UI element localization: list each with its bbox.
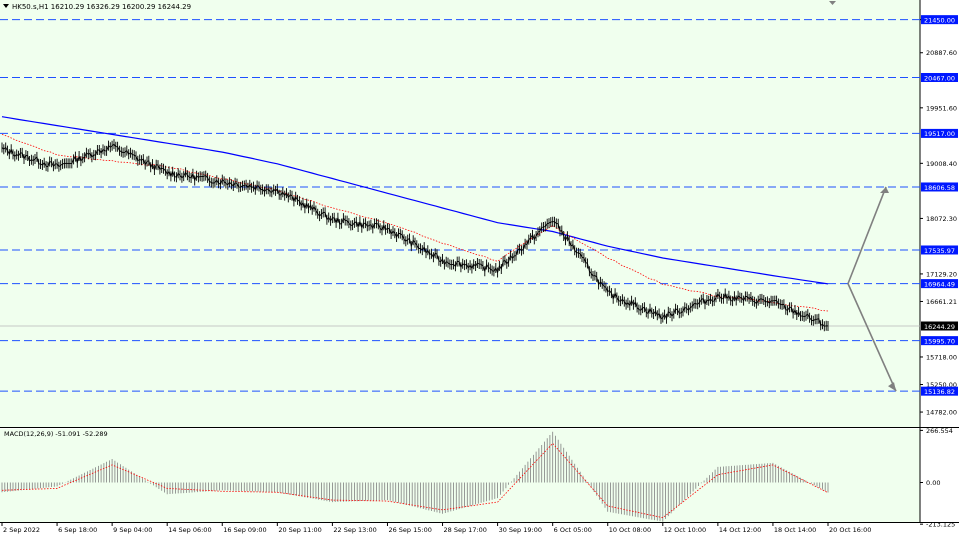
level-badge — [921, 15, 958, 25]
macd-scale[interactable]: 266.554 0.00 -213.125 — [920, 427, 955, 529]
level-badge — [921, 128, 958, 138]
time-tick-label: 26 Sep 15:00 — [388, 526, 431, 534]
level-badge-label: 17535.97 — [924, 247, 955, 255]
current-price-label: 16244.29 — [924, 323, 955, 331]
price-series — [1, 139, 829, 332]
macd-series — [1, 431, 829, 522]
macd-label: MACD(12,26,9) -51.091 -52.289 — [4, 430, 108, 438]
price-scale[interactable]: 21450.00 20887.60 19951.60 19008.40 18072.30… — [920, 16, 957, 417]
symbol-info: HK50.s,H1 16210.29 16326.29 16200.29 162… — [12, 3, 191, 11]
time-tick-label: 14 Sep 06:00 — [168, 526, 211, 534]
forecast-down-arrow[interactable] — [847, 283, 897, 392]
time-tick-label: 20 Sep 11:00 — [278, 526, 321, 534]
level-badge — [921, 386, 958, 396]
level-badge — [921, 72, 958, 82]
price-pane[interactable] — [0, 0, 920, 427]
time-tick-label: 30 Sep 19:00 — [499, 526, 542, 534]
time-tick-label: 6 Oct 05:00 — [554, 526, 592, 534]
shift-marker-icon[interactable] — [829, 1, 836, 5]
time-tick-label: 18 Oct 14:00 — [774, 526, 816, 534]
level-badge-label: 19517.00 — [924, 130, 955, 138]
macd-histogram — [1, 431, 829, 522]
level-badge-label: 15995.70 — [924, 337, 955, 345]
forecast-up-arrow[interactable] — [847, 186, 887, 284]
forecast-arrows[interactable] — [847, 186, 897, 392]
macd-pane[interactable] — [0, 429, 920, 522]
time-tick-label: 12 Oct 10:00 — [664, 526, 706, 534]
time-tick-label: 2 Sep 2022 — [3, 526, 40, 534]
level-badge-label: 15136.82 — [924, 388, 955, 396]
macd-signal-line — [1, 442, 829, 519]
ma-slow-line — [1, 116, 829, 285]
collapse-triangle-icon[interactable] — [3, 4, 9, 8]
price-tick-label: 19008.40 — [926, 160, 957, 168]
time-tick-label: 9 Sep 04:00 — [113, 526, 152, 534]
level-badge-label: 18606.58 — [924, 184, 955, 192]
price-tick-label: 15718.00 — [926, 353, 957, 361]
arrowhead-up-icon — [880, 186, 889, 193]
level-badges: 21450.00 20467.00 19517.00 18606.58 17535.97… — [921, 15, 958, 396]
level-badge-label: 16964.49 — [924, 280, 955, 288]
time-tick-label: 16 Sep 09:00 — [223, 526, 266, 534]
macd-tick-label: 0.00 — [926, 479, 940, 487]
price-tick-label: 18072.30 — [926, 215, 957, 223]
time-tick-label: 10 Oct 08:00 — [609, 526, 651, 534]
time-tick-label: 6 Sep 18:00 — [58, 526, 97, 534]
macd-tick-label: 266.554 — [926, 427, 953, 435]
time-tick-label: 14 Oct 12:00 — [719, 526, 761, 534]
price-tick-label: 20887.60 — [926, 49, 957, 57]
price-tick-label: 14782.00 — [926, 409, 957, 417]
time-tick-label: 22 Sep 13:00 — [333, 526, 376, 534]
price-tick-label: 19951.60 — [926, 104, 957, 112]
price-tick-label: 16661.21 — [926, 298, 957, 306]
current-price-badge — [921, 321, 958, 331]
macd-tick-label: -213.125 — [926, 521, 955, 529]
level-badge — [921, 279, 958, 289]
level-badge — [921, 245, 958, 255]
level-badge-label: 21450.00 — [924, 16, 955, 24]
time-tick-label: 20 Oct 16:00 — [829, 526, 871, 534]
level-badge — [921, 182, 958, 192]
time-tick-label: 28 Sep 17:00 — [444, 526, 487, 534]
horizontal-levels — [0, 19, 920, 392]
price-tick-label: 17129.20 — [926, 270, 957, 278]
arrowhead-down-icon — [888, 382, 896, 392]
level-badge-label: 20467.00 — [924, 74, 955, 82]
level-badge — [921, 336, 958, 346]
time-axis[interactable]: 2 Sep 2022 6 Sep 18:00 9 Sep 04:00 14 Sep 0… — [1, 522, 871, 534]
price-line — [1, 143, 829, 327]
price-tick-label: 15250.00 — [926, 381, 957, 389]
